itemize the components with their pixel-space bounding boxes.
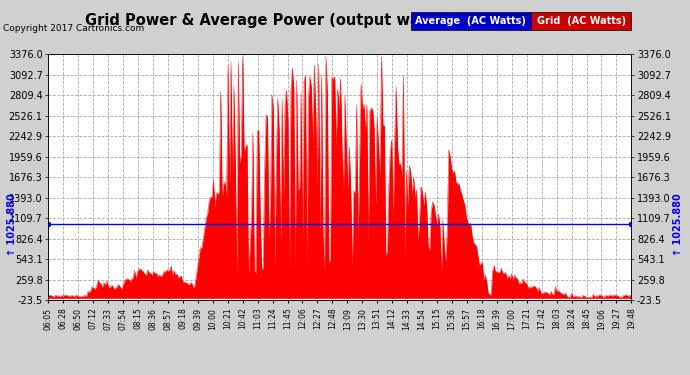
Text: ↑ 1025.880: ↑ 1025.880 <box>8 193 17 255</box>
Text: ↑ 1025.880: ↑ 1025.880 <box>673 193 682 255</box>
Text: Average  (AC Watts): Average (AC Watts) <box>415 16 526 26</box>
Text: Copyright 2017 Cartronics.com: Copyright 2017 Cartronics.com <box>3 24 145 33</box>
Text: Grid Power & Average Power (output watts)  Thu Aug 10 19:58: Grid Power & Average Power (output watts… <box>85 13 605 28</box>
Text: Grid  (AC Watts): Grid (AC Watts) <box>537 16 626 26</box>
